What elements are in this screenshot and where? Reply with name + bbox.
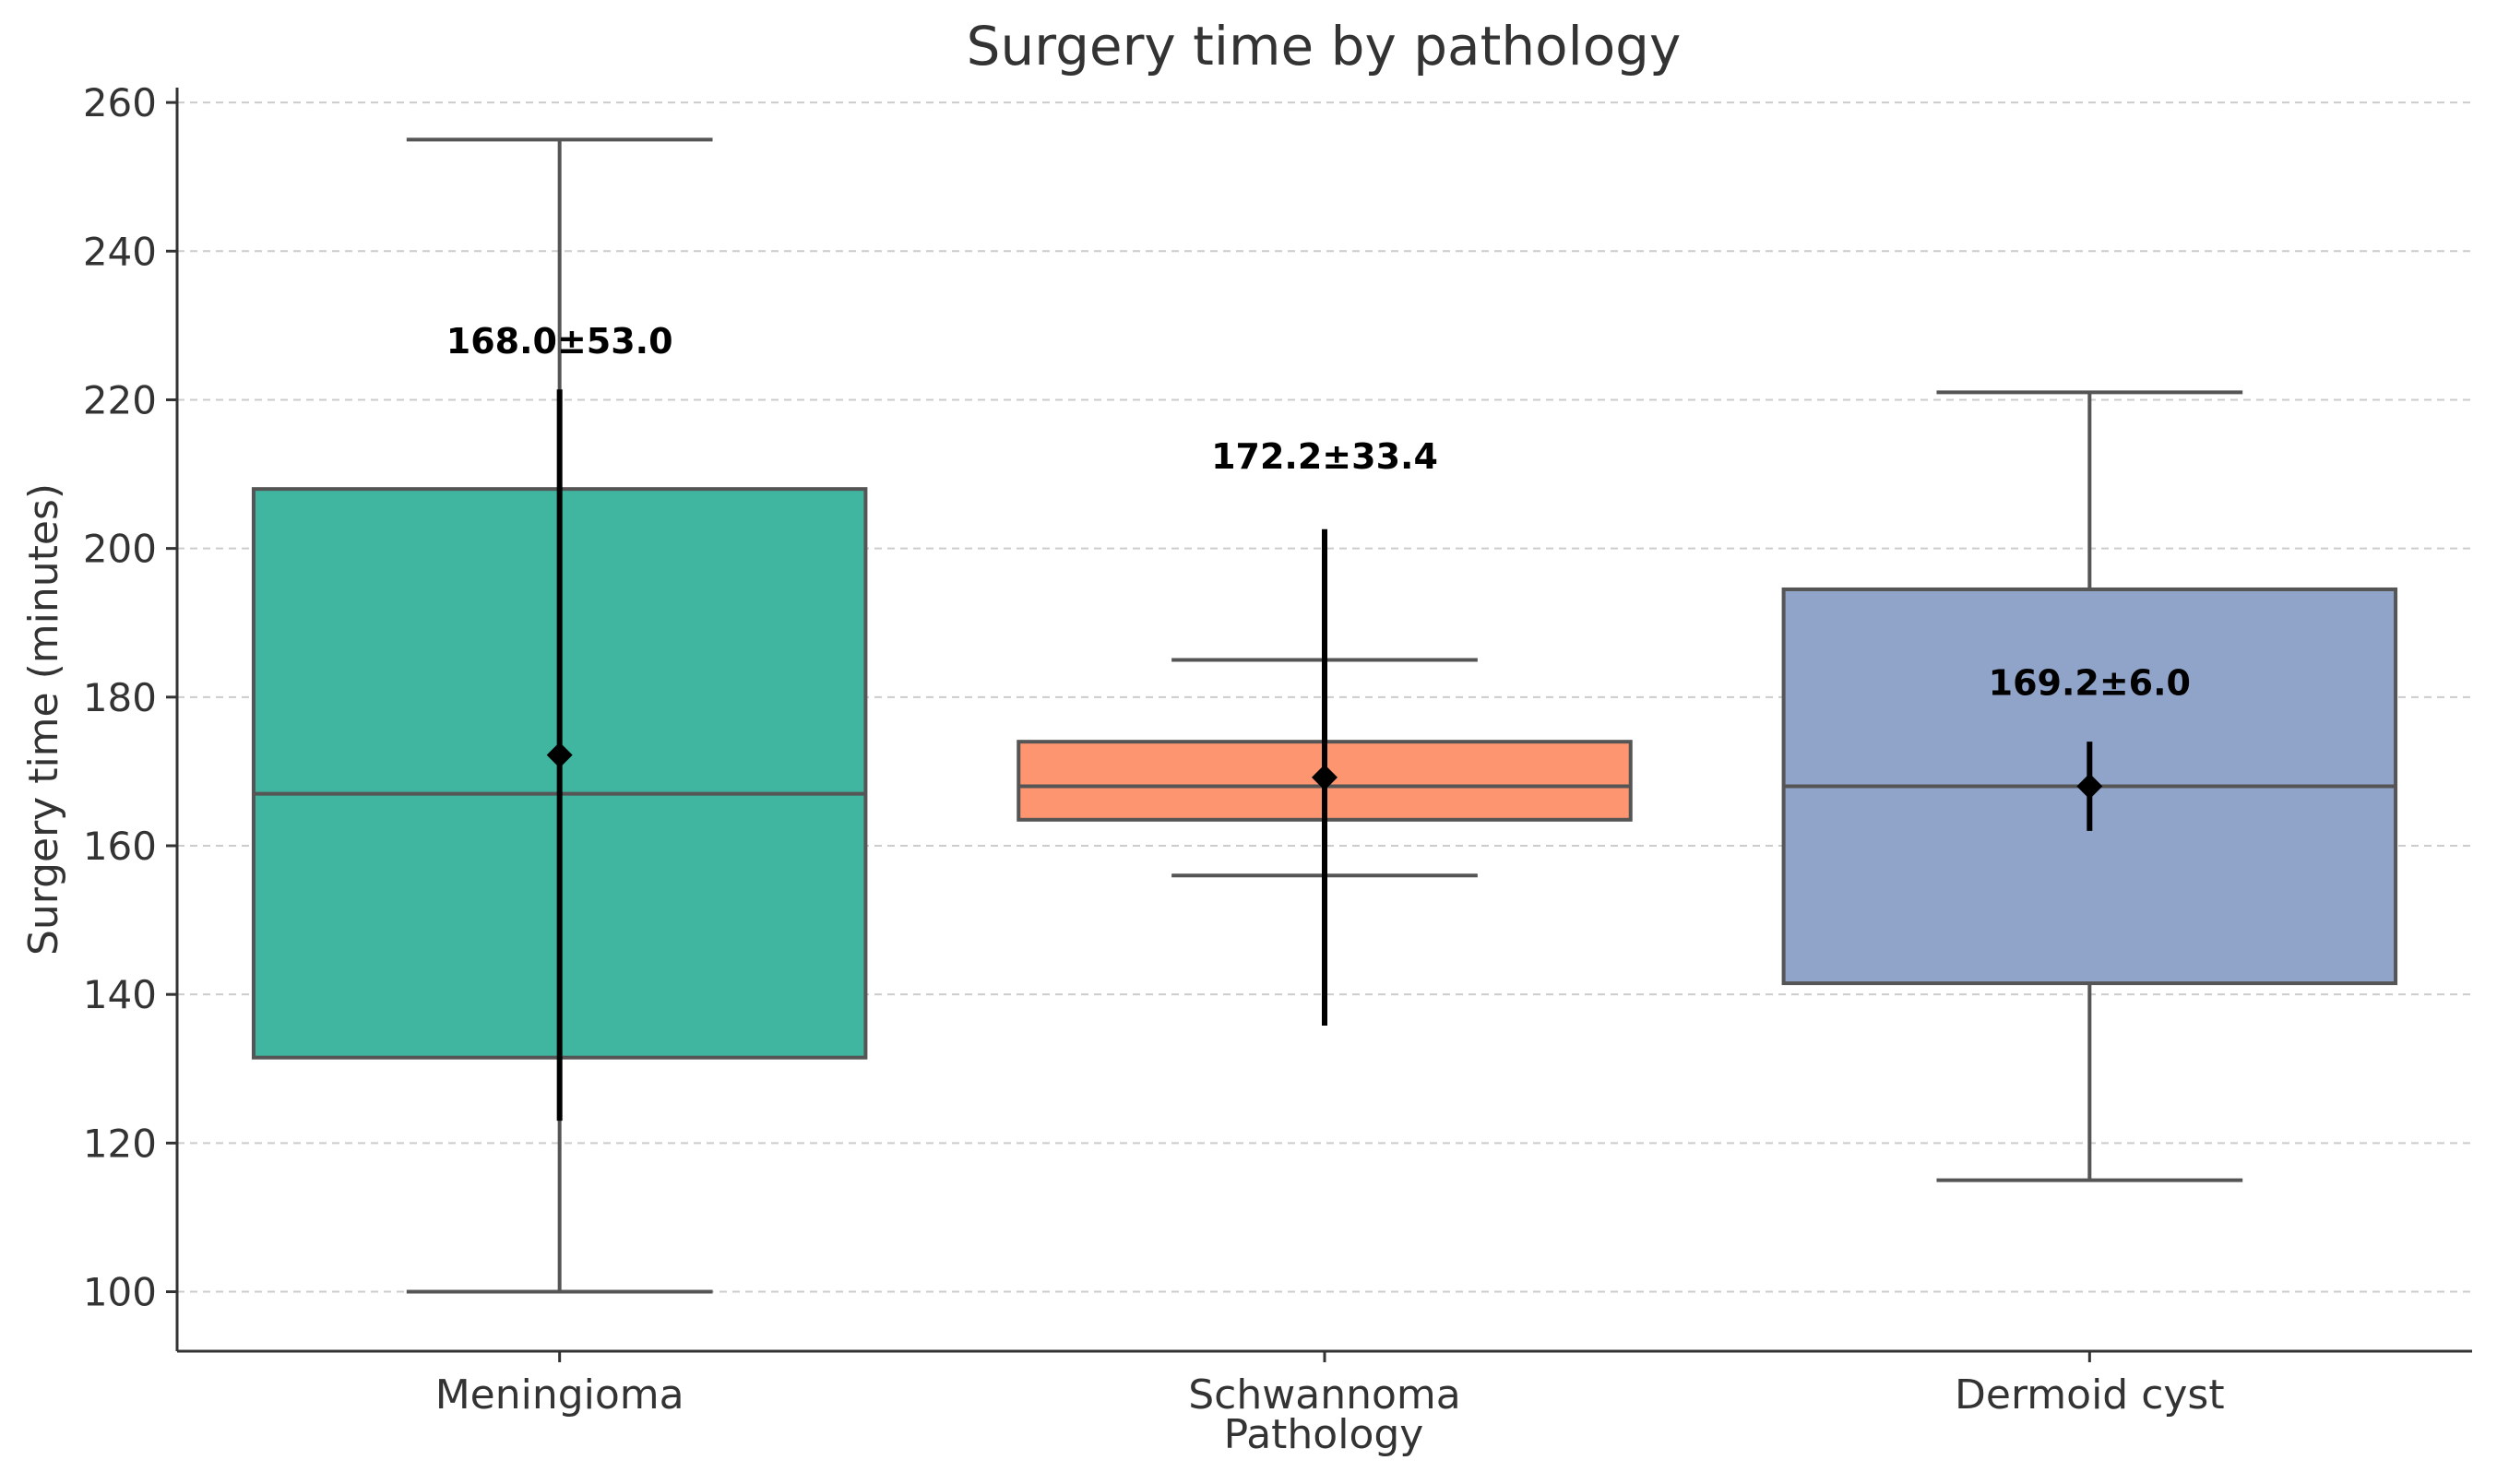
mean-sd-annotation: 168.0±53.0 xyxy=(446,321,673,362)
box-group-dermoid-cyst: 169.2±6.0 xyxy=(1781,390,2398,1182)
y-tick-label-100: 100 xyxy=(83,1270,157,1315)
mean-marker xyxy=(1312,764,1338,790)
x-tick-label-0: Meningioma xyxy=(435,1371,684,1419)
mean-sd-annotation: 169.2±6.0 xyxy=(1989,663,2191,704)
x-tick-label-1: Schwannoma xyxy=(1188,1371,1460,1419)
y-tick-label-120: 120 xyxy=(83,1121,157,1166)
ticks-layer: 100 120 140 160 180 200 220 240 260 Meningioma Sch… xyxy=(83,80,2225,1419)
y-tick-label-180: 180 xyxy=(83,675,157,720)
y-tick-label-160: 160 xyxy=(83,824,157,869)
chart-title: Surgery time by pathology xyxy=(967,15,1682,77)
y-tick-label-260: 260 xyxy=(83,80,157,125)
mean-sd-annotation: 172.2±33.4 xyxy=(1211,436,1438,477)
y-tick-label-140: 140 xyxy=(83,972,157,1017)
y-tick-label-200: 200 xyxy=(83,527,157,572)
box-group-meningioma: 168.0±53.0 xyxy=(251,137,868,1294)
mean-marker xyxy=(2076,773,2103,800)
x-tick-label-2: Dermoid cyst xyxy=(1955,1371,2225,1419)
y-tick-label-220: 220 xyxy=(83,377,157,422)
y-tick-label-240: 240 xyxy=(83,229,157,274)
box-group-schwannoma: 172.2±33.4 xyxy=(1017,436,1633,1027)
mean-marker xyxy=(546,742,573,768)
plot-layer: 168.0±53.0 172.2±33.4 169.2±6.0 xyxy=(251,137,2398,1294)
y-axis-label: Surgery time (minutes) xyxy=(20,483,67,956)
x-axis-label: Pathology xyxy=(1224,1411,1424,1458)
